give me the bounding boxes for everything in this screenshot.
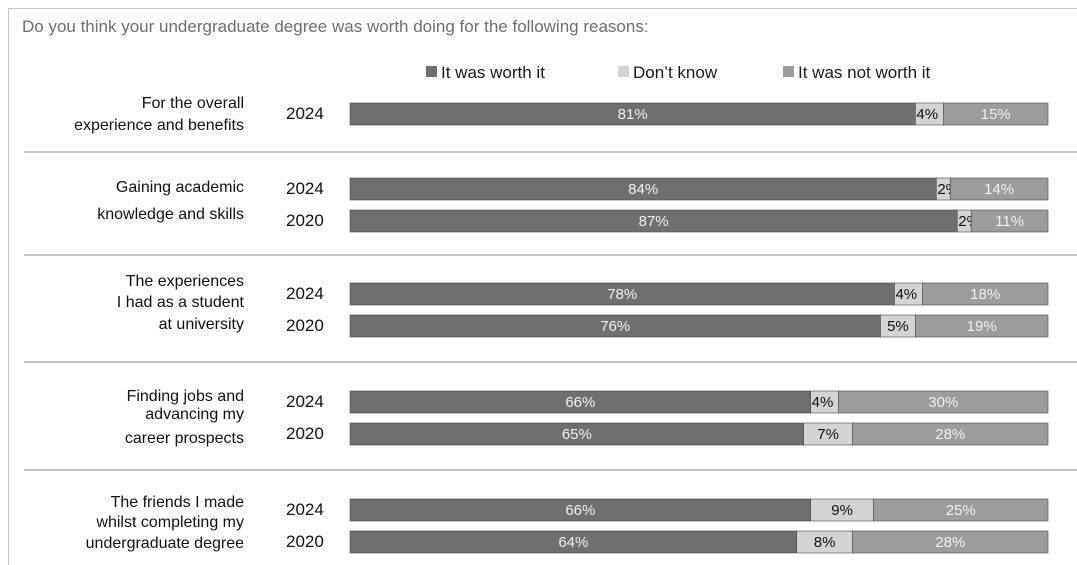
category-label-line: career prospects [125, 430, 244, 447]
category-label-line: knowledge and skills [97, 206, 244, 223]
value-label: 14% [984, 181, 1014, 198]
legend-label-2: Don’t know [633, 63, 718, 82]
category-label-line: whilst completing my [95, 514, 244, 531]
value-label: 8% [814, 534, 836, 551]
value-label: 66% [565, 502, 595, 519]
legend-label-1: It was worth it [441, 63, 545, 82]
legend-swatch-1 [426, 66, 437, 77]
value-label: 9% [831, 502, 853, 519]
category-label-line: advancing my [145, 406, 244, 423]
category-label-line: experience and benefits [74, 117, 244, 134]
category-label-line: The friends I made [111, 494, 245, 511]
value-label: 28% [935, 426, 965, 443]
value-label: 11% [995, 213, 1024, 230]
value-label: 81% [618, 106, 648, 123]
chart-frame [8, 8, 1077, 565]
legend-swatch-3 [783, 66, 794, 77]
value-label: 30% [928, 394, 958, 411]
value-label: 4% [812, 394, 834, 411]
category-label-line: at university [159, 316, 244, 333]
year-label: 2020 [286, 211, 324, 230]
value-label: 66% [565, 394, 595, 411]
year-label: 2024 [286, 392, 324, 411]
chart-title: Do you think your undergraduate degree w… [22, 17, 649, 36]
value-label: 76% [600, 318, 630, 335]
value-label: 4% [916, 106, 938, 123]
year-label: 2020 [286, 532, 324, 551]
bar-segment-not-worth-it [922, 282, 1049, 306]
category-label-line: For the overall [142, 95, 244, 112]
year-label: 2024 [286, 500, 324, 519]
value-label: 84% [628, 181, 658, 198]
bar-segment-not-worth-it [949, 177, 1049, 201]
value-label: 65% [562, 426, 592, 443]
legend-swatch-2 [618, 66, 629, 77]
value-label: 87% [639, 213, 669, 230]
value-label: 25% [946, 502, 976, 519]
year-label: 2024 [286, 179, 324, 198]
bar-segment-not-worth-it [852, 530, 1049, 554]
year-label: 2024 [286, 284, 324, 303]
value-label: 5% [887, 318, 909, 335]
category-label-line: Gaining academic [116, 179, 244, 196]
category-label-line: I had as a student [117, 294, 245, 311]
year-label: 2020 [286, 424, 324, 443]
bar-segment-not-worth-it [873, 498, 1049, 522]
value-label: 78% [607, 286, 637, 303]
value-label: 18% [970, 286, 1000, 303]
year-label: 2024 [286, 104, 324, 123]
value-label: 19% [967, 318, 997, 335]
bar-segment-not-worth-it [852, 422, 1049, 446]
category-label-line: Finding jobs and [127, 388, 244, 405]
bar-segment-not-worth-it [942, 102, 1049, 126]
value-label: 15% [981, 106, 1011, 123]
category-label-line: undergraduate degree [86, 535, 244, 552]
year-label: 2020 [286, 316, 324, 335]
legend-label-3: It was not worth it [798, 63, 931, 82]
category-label-line: The experiences [126, 273, 244, 290]
value-label: 64% [558, 534, 588, 551]
value-label: 7% [817, 426, 839, 443]
value-label: 4% [895, 286, 917, 303]
bar-segment-not-worth-it [838, 390, 1049, 414]
bar-segment-not-worth-it [915, 314, 1049, 338]
bar-segment-not-worth-it [970, 209, 1049, 233]
value-label: 28% [935, 534, 965, 551]
